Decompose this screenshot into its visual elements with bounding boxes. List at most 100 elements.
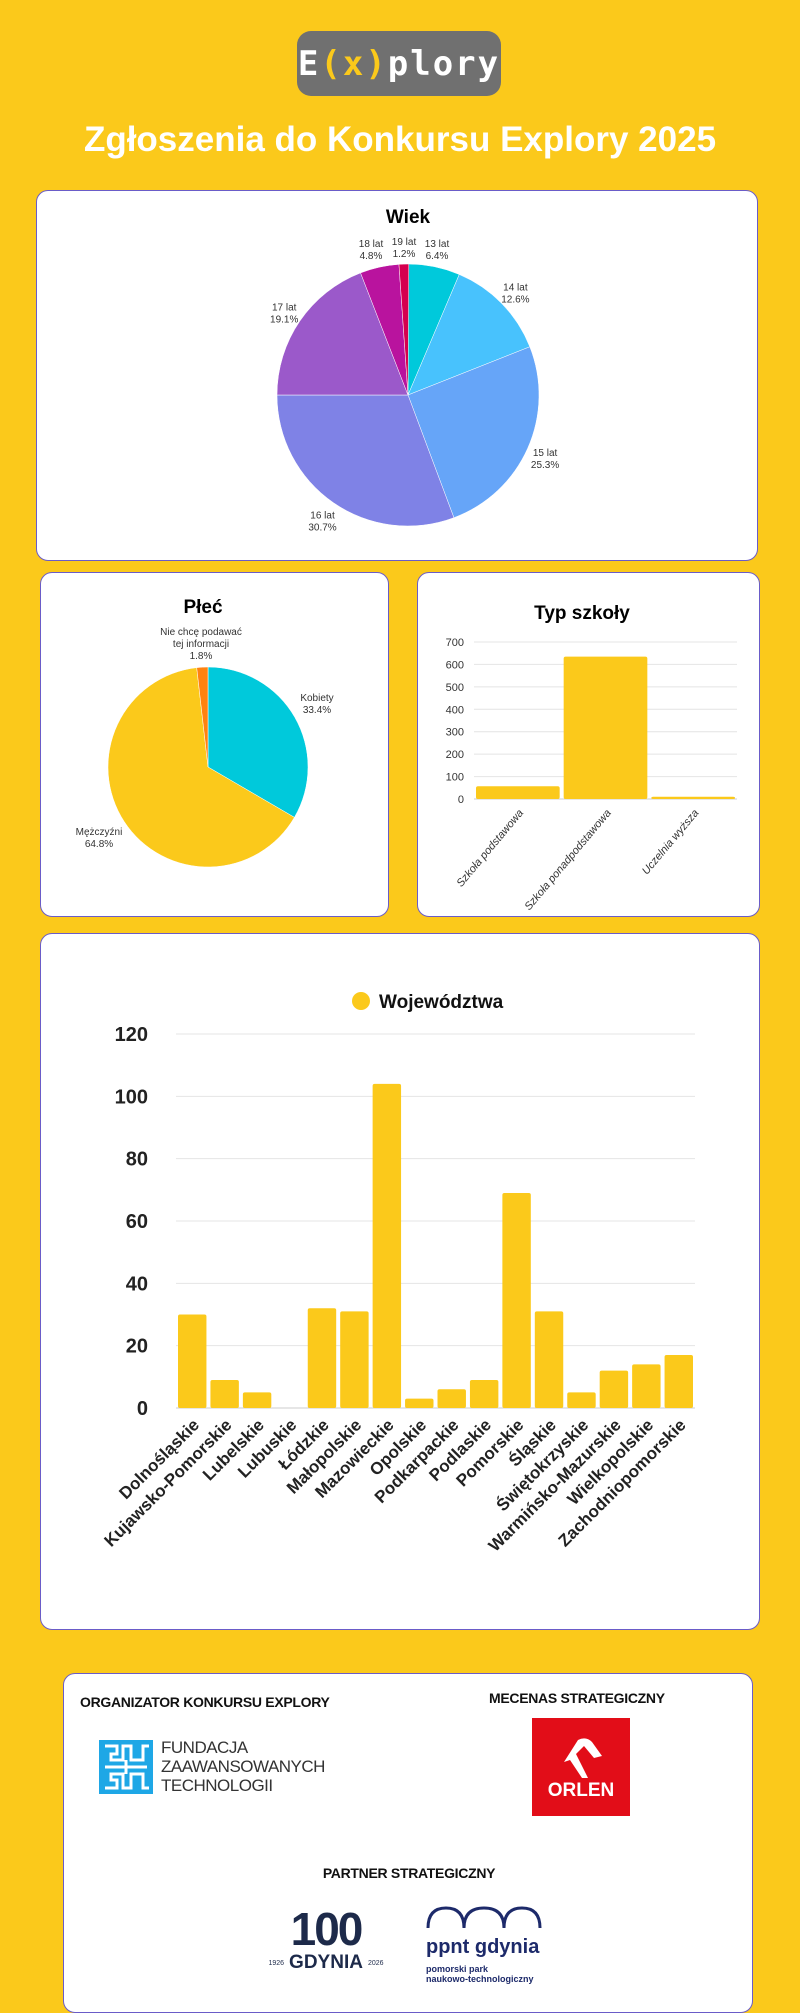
bar [563,656,648,799]
pie-slice [407,274,531,396]
slice-label: Mężczyźni 64.8% [76,827,123,850]
pie-slice [276,394,455,527]
slice-percent: 33.4% [303,705,331,716]
y-tick-label: 100 [115,1086,148,1108]
bar [651,796,735,799]
bar [372,1083,402,1408]
chart-title: Wiek [386,207,431,228]
bar [307,1308,337,1408]
bar [340,1311,369,1408]
slice-label: 16 lat 30.7% [308,510,336,533]
ppnt-logo: ppnt gdynia pomorski park naukowo-techno… [426,1904,542,1984]
slice-label: 19 lat 1.2% [392,237,417,260]
slice-percent: 19.1% [270,314,298,325]
slice-percent: 6.4% [426,251,449,262]
y-tick-label: 700 [446,637,464,649]
x-tick-label: Uczelnia wyższa [640,807,701,877]
y-tick-label: 400 [446,704,464,716]
y-tick-label: 80 [126,1149,148,1171]
fzt-line: FUNDACJA [161,1738,248,1757]
y-tick-label: 0 [458,794,464,806]
page-title: Zgłoszenia do Konkursu Explory 2025 [83,120,717,159]
slice-percent: 1.8% [190,651,213,662]
orlen-logo: ORLEN [532,1718,630,1816]
slice-percent: 1.2% [393,249,416,260]
y-tick-label: 120 [115,1024,148,1046]
bar [178,1314,207,1408]
gender-chart-card: Płeć Kobiety 33.4% Mężczyźni 64.8% Nie chcę … [40,572,389,917]
y-tick-label: 300 [446,727,464,739]
bar [476,786,560,799]
pie-slice [207,666,309,818]
fzt-line: TECHNOLOGII [161,1776,273,1795]
gdynia-city: GDYNIA [289,1952,363,1973]
gdynia-year-to: 2026 [367,1959,384,1967]
pie-slice [196,666,209,768]
school-type-bar-chart: Typ szkoły 0 100 200 300 400 500 600 700 Szkoła … [446,603,737,913]
gdynia-100-logo: 100 1926 GDYNIA 2026 [260,1906,392,1974]
explory-logo: E (x) plory [297,31,501,96]
slice-label: 17 lat 19.1% [270,302,298,325]
bar [632,1364,661,1408]
chart-title: Płeć [183,597,223,618]
bar [664,1355,693,1408]
fzt-line: ZAAWANSOWANYCH [161,1757,325,1776]
legend-marker [352,992,370,1010]
slice-percent: 12.6% [501,294,529,305]
bar [502,1192,531,1408]
bar [437,1389,466,1408]
slice-label: 15 lat 25.3% [531,448,559,471]
logo-plory: plory [387,43,501,84]
slice-label: 14 lat 12.6% [501,282,529,305]
bar [567,1392,596,1408]
slice-percent: 25.3% [531,460,559,471]
y-tick-label: 40 [126,1273,148,1295]
ppnt-line2: naukowo-technologiczny [426,1974,534,1984]
fzt-maze-icon [99,1739,153,1794]
logo-x: (x) [320,43,388,84]
voivodeship-chart-card: Województwa 0 20 40 60 80 100 120 Dolnośląskie K… [40,933,760,1630]
orlen-eagle-icon [564,1738,602,1778]
school-type-chart-card: Typ szkoły 0 100 200 300 400 500 600 700 Szkoła … [417,572,760,917]
bar [599,1370,629,1408]
voivodeship-bar-chart: Województwa 020406080100120DolnośląskieK… [100,992,695,1555]
slice-label: Kobiety 33.4% [300,693,333,716]
y-tick-label: 0 [137,1398,148,1420]
bar [405,1398,434,1408]
gender-pie-chart: Płeć Kobiety 33.4% Mężczyźni 64.8% Nie chcę … [76,597,334,868]
x-tick-label: Szkoła podstawowa [454,807,526,889]
y-tick-label: 100 [446,772,464,784]
y-tick-label: 200 [446,749,464,761]
partner-label: PARTNER STRATEGICZNY [322,1865,496,1881]
patron-label: MECENAS STRATEGICZNY [489,1690,665,1706]
organizer-label: ORGANIZATOR KONKURSU EXPLORY [80,1694,330,1710]
sponsors-card: ORGANIZATOR KONKURSU EXPLORY MECENAS STR… [63,1673,753,2013]
pie-slice [398,263,410,396]
ppnt-arches-icon [426,1906,542,1929]
age-pie-chart: Wiek 13 lat 6.4% 14 lat 12.6% 15 lat 25.3% 16 … [270,207,559,533]
gdynia-year-from: 1926 [268,1959,285,1967]
bar [210,1379,239,1408]
chart-title: Typ szkoły [534,603,630,624]
slice-percent: 64.8% [85,839,113,850]
x-tick-label: Szkoła ponadpodstawowa [522,807,613,913]
y-tick-label: 60 [126,1211,148,1233]
legend-label: Województwa [379,992,504,1013]
pie-slice [107,667,295,868]
ppnt-line1: pomorski park [426,1964,489,1974]
slice-label: Nie chcę podawać tej informacji 1.8% [160,627,242,662]
slice-percent: 4.8% [360,251,383,262]
y-tick-label: 600 [446,659,464,671]
age-chart-card: Wiek 13 lat 6.4% 14 lat 12.6% 15 lat 25.3% 16 … [36,190,758,561]
slice-label: 13 lat 6.4% [425,239,450,262]
bar [469,1379,499,1408]
bar [534,1311,564,1408]
bar [242,1392,272,1408]
fzt-logo: FUNDACJA ZAAWANSOWANYCH TECHNOLOGII [99,1738,325,1795]
pie-slice [276,272,409,396]
gdynia-100-number: 100 [290,1903,364,1955]
logo-e: E [297,43,321,84]
slice-label: 18 lat 4.8% [359,239,384,262]
ppnt-name: ppnt gdynia [426,1936,540,1958]
slice-percent: 30.7% [308,522,336,533]
